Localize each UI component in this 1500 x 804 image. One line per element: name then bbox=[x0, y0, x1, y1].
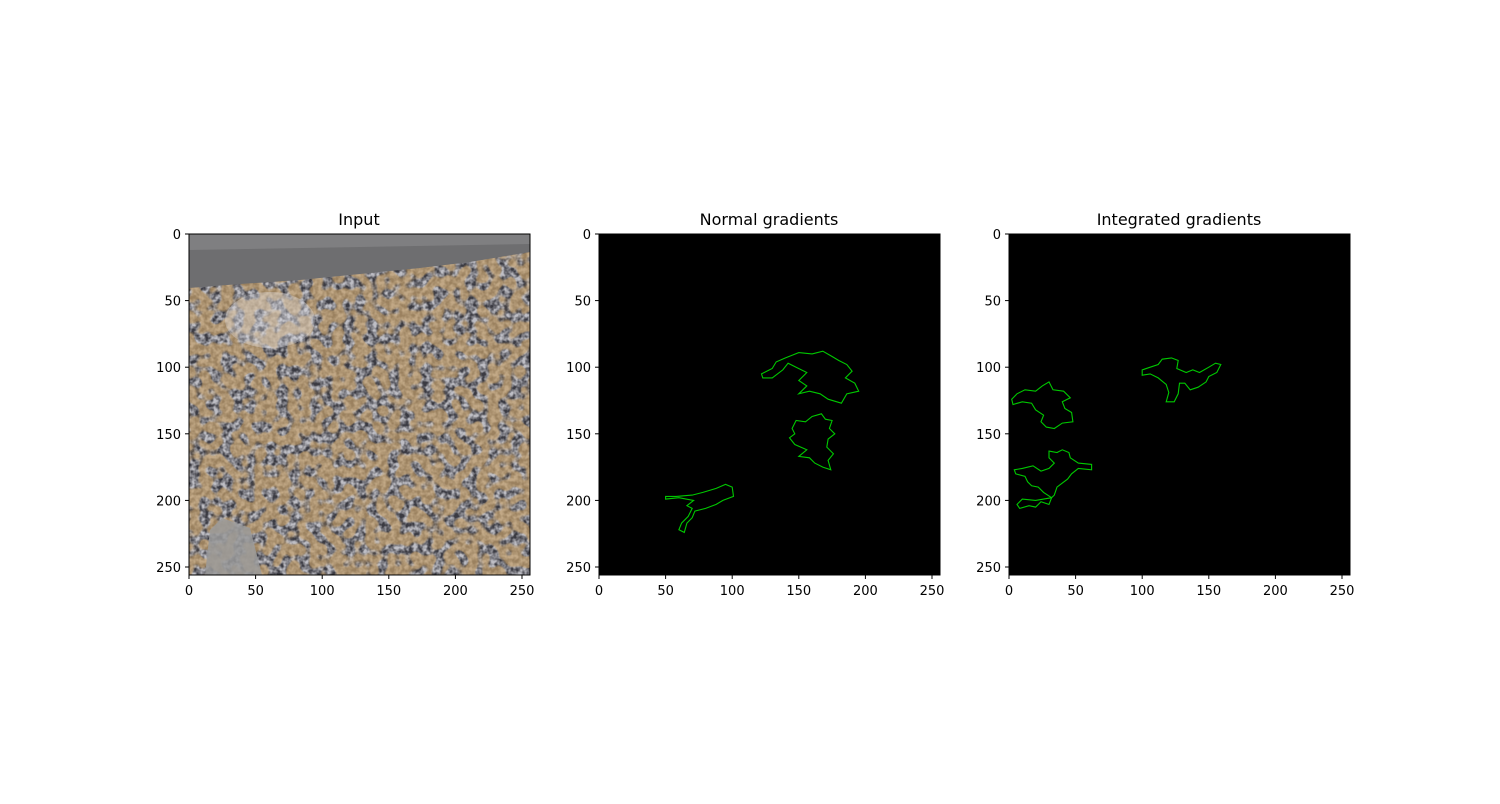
input-bottom-left-fragment bbox=[205, 518, 262, 575]
input-image bbox=[189, 234, 530, 575]
input-axes: 0 50 100 150 200 250 0 50 100 150 200 250 bbox=[156, 228, 534, 599]
y-tick-label: 50 bbox=[164, 295, 181, 310]
attribution-contour-2 bbox=[1011, 381, 1074, 430]
y-tick-label: 100 bbox=[976, 361, 1001, 376]
integrated-gradients-image bbox=[1009, 234, 1350, 575]
y-tick-label: 150 bbox=[976, 428, 1001, 443]
y-tick-label: 200 bbox=[566, 494, 591, 509]
x-tick-label: 100 bbox=[1130, 584, 1155, 599]
x-tick-label: 150 bbox=[786, 584, 811, 599]
y-tick-label: 50 bbox=[984, 295, 1001, 310]
normal-gradients-contours bbox=[665, 350, 860, 534]
integrated-gradients-title: Integrated gradients bbox=[1097, 210, 1262, 229]
y-tick-label: 250 bbox=[156, 561, 181, 576]
x-tick-label: 250 bbox=[510, 584, 535, 599]
integrated-gradients-axes: 0 50 100 150 200 250 0 50 100 150 200 250 bbox=[976, 228, 1354, 599]
attribution-contour-3 bbox=[665, 483, 735, 534]
y-tick-label: 150 bbox=[566, 428, 591, 443]
y-tick-label: 50 bbox=[574, 295, 591, 310]
y-tick-label: 0 bbox=[583, 228, 591, 243]
x-tick-label: 150 bbox=[376, 584, 401, 599]
x-tick-label: 250 bbox=[1330, 584, 1355, 599]
integrated-gradients-panel: Integrated gradients 0 50 100 150 200 250 0 50 1… bbox=[976, 210, 1354, 599]
x-tick-label: 200 bbox=[443, 584, 468, 599]
attribution-contour-3 bbox=[1013, 449, 1093, 510]
x-tick-label: 100 bbox=[720, 584, 745, 599]
x-tick-label: 50 bbox=[1067, 584, 1084, 599]
attribution-contour-1 bbox=[760, 350, 860, 404]
x-tick-label: 200 bbox=[1263, 584, 1288, 599]
input-title: Input bbox=[338, 210, 379, 229]
y-tick-label: 0 bbox=[173, 228, 181, 243]
x-tick-label: 0 bbox=[1005, 584, 1013, 599]
x-tick-label: 0 bbox=[595, 584, 603, 599]
y-tick-label: 250 bbox=[566, 561, 591, 576]
attribution-contour-2 bbox=[788, 413, 836, 471]
normal-gradients-axes: 0 50 100 150 200 250 0 50 100 150 200 250 bbox=[566, 228, 944, 599]
normal-gradients-image bbox=[599, 234, 940, 575]
x-tick-label: 200 bbox=[853, 584, 878, 599]
y-tick-label: 100 bbox=[566, 361, 591, 376]
x-tick-label: 0 bbox=[185, 584, 193, 599]
normal-gradients-title: Normal gradients bbox=[700, 210, 839, 229]
x-tick-label: 100 bbox=[310, 584, 335, 599]
y-tick-label: 150 bbox=[156, 428, 181, 443]
y-tick-label: 250 bbox=[976, 561, 1001, 576]
attribution-contour-1 bbox=[1141, 357, 1222, 403]
x-tick-label: 150 bbox=[1196, 584, 1221, 599]
y-tick-label: 100 bbox=[156, 361, 181, 376]
x-tick-label: 50 bbox=[247, 584, 264, 599]
integrated-gradients-contours bbox=[1011, 357, 1222, 510]
x-tick-label: 250 bbox=[920, 584, 945, 599]
y-tick-label: 0 bbox=[993, 228, 1001, 243]
x-tick-label: 50 bbox=[657, 584, 674, 599]
normal-gradients-panel: Normal gradients 0 50 100 150 200 250 0 50 100 15… bbox=[566, 210, 944, 599]
y-tick-label: 200 bbox=[156, 494, 181, 509]
y-tick-label: 200 bbox=[976, 494, 1001, 509]
input-panel: Input 0 50 100 150 200 250 0 50 100 150 200 250 bbox=[156, 210, 534, 599]
